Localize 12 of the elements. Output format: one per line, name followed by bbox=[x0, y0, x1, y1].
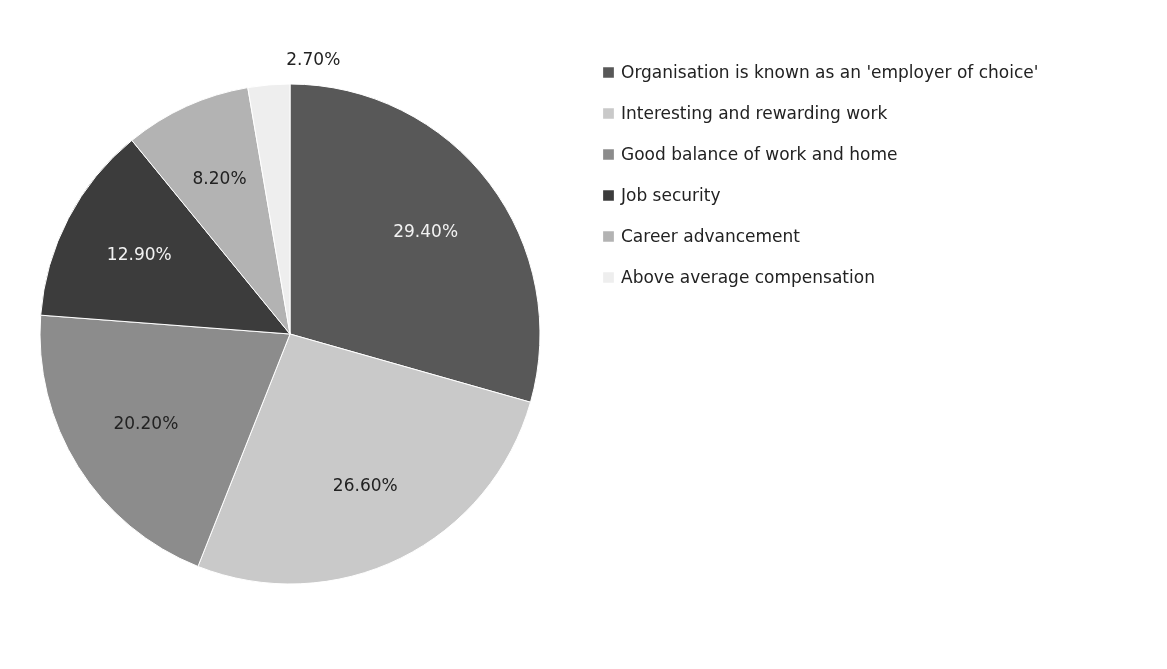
legend-label: Interesting and rewarding work bbox=[621, 102, 888, 123]
data-label: 20.20% bbox=[113, 413, 179, 434]
data-label: 2.70% bbox=[286, 48, 341, 69]
legend-label: Organisation is known as an 'employer of choice' bbox=[621, 61, 1039, 82]
data-label: 29.40% bbox=[393, 220, 459, 241]
data-label: 26.60% bbox=[332, 475, 398, 496]
legend-label: Job security bbox=[620, 184, 721, 205]
legend-label: Career advancement bbox=[621, 225, 801, 246]
legend-label: Above average compensation bbox=[621, 266, 875, 287]
legend-label: Good balance of work and home bbox=[621, 143, 898, 164]
data-label: 8.20% bbox=[192, 168, 247, 189]
data-label: 12.90% bbox=[106, 244, 172, 265]
